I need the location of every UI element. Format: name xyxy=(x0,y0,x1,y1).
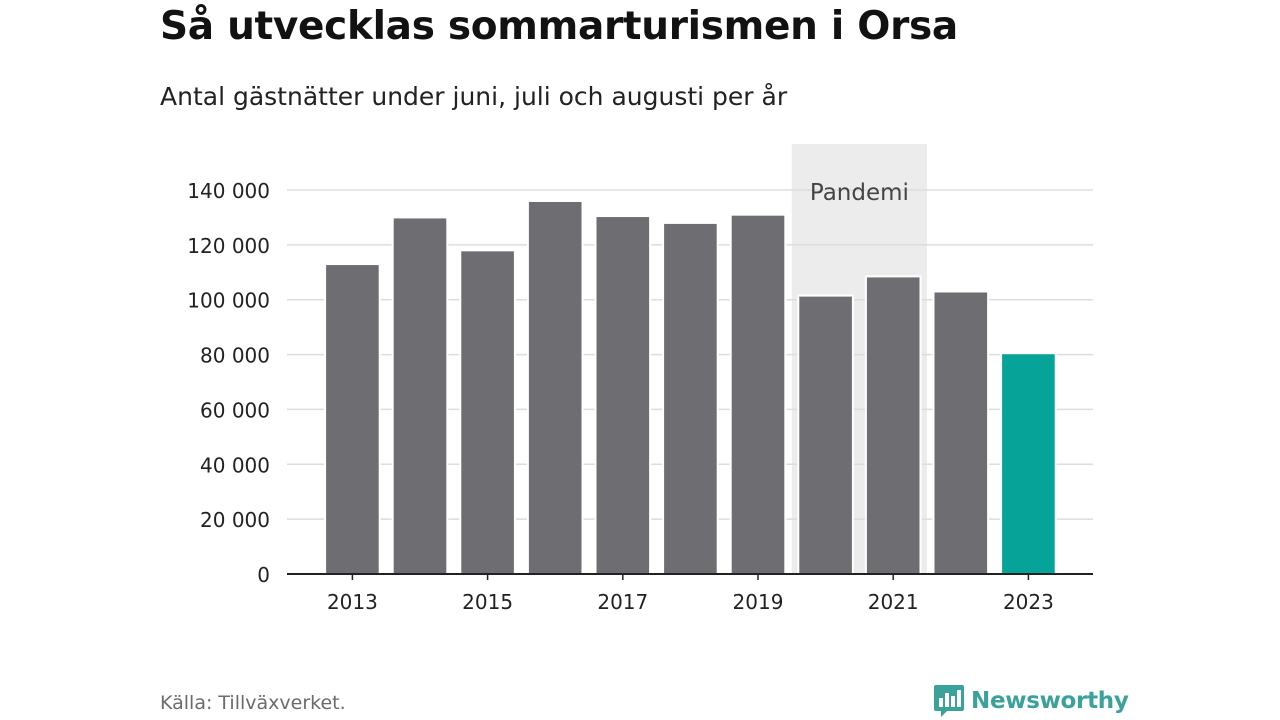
x-tick-label: 2019 xyxy=(733,590,784,614)
bar-2017 xyxy=(594,215,652,576)
bar-2020 xyxy=(797,294,854,575)
bar-2023 xyxy=(1000,352,1057,576)
y-tick-label: 140 000 xyxy=(187,179,270,203)
bar-2018 xyxy=(662,221,719,576)
y-tick-label: 40 000 xyxy=(200,453,270,477)
bar-2021 xyxy=(864,275,922,575)
x-tick-label: 2021 xyxy=(868,590,919,614)
y-tick-label: 20 000 xyxy=(200,508,270,532)
newsworthy-brand: Newsworthy xyxy=(933,683,1129,719)
chart-title: Så utvecklas sommarturismen i Orsa xyxy=(160,4,958,49)
brand-name: Newsworthy xyxy=(971,688,1129,714)
bar-2016 xyxy=(526,199,584,575)
bar-2019 xyxy=(729,213,787,576)
x-tick-label: 2017 xyxy=(597,590,648,614)
y-tick-label: 80 000 xyxy=(200,344,270,368)
pandemic-label: Pandemi xyxy=(810,180,909,206)
x-tick-label: 2013 xyxy=(327,590,378,614)
y-tick-label: 120 000 xyxy=(187,234,270,258)
newsworthy-logo-icon xyxy=(934,685,964,717)
bar-chart: Pandemi 0 20 000 40 000 60 000 80 000 100 000 1… xyxy=(187,144,1093,614)
source-note: Källa: Tillväxverket. xyxy=(160,692,346,714)
y-tick-label: 60 000 xyxy=(200,398,270,422)
y-tick-label: 100 000 xyxy=(187,289,270,313)
chart-subtitle: Antal gästnätter under juni, juli och au… xyxy=(160,82,788,111)
bar-2022 xyxy=(932,290,990,575)
x-tick-label: 2015 xyxy=(462,590,513,614)
bar-2015 xyxy=(459,249,516,575)
x-tick-label: 2023 xyxy=(1003,590,1054,614)
y-tick-label: 0 xyxy=(257,563,270,587)
bar-2014 xyxy=(391,216,449,576)
bar-2013 xyxy=(324,263,381,575)
